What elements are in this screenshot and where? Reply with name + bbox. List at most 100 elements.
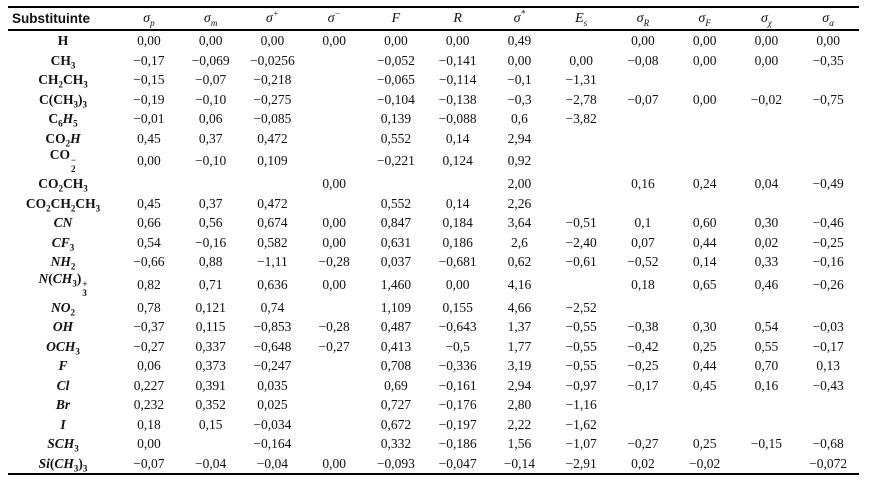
value-cell xyxy=(303,395,365,415)
value-cell: 0,62 xyxy=(507,254,532,269)
value-cell: 0,00 xyxy=(754,52,779,68)
value-cell xyxy=(797,148,859,174)
table-row: Cl 0,227 0,391 0,035 0,69 −0,161 2,94 −0,97 −0,1… xyxy=(8,376,859,396)
value-cell: 0,44 xyxy=(692,234,717,250)
value-cell: 0,727 xyxy=(380,397,412,412)
value-cell: 0,232 xyxy=(133,397,165,412)
substituent-label: Cl xyxy=(56,377,70,393)
value-cell xyxy=(550,194,612,214)
value-cell: −0,02 xyxy=(689,455,721,471)
value-cell xyxy=(612,395,674,415)
value-cell: 0,69 xyxy=(384,377,408,393)
value-cell: 0,332 xyxy=(380,436,412,451)
value-cell: 4,66 xyxy=(507,299,532,315)
value-cell: −0,07 xyxy=(195,72,227,87)
substituent-label: CN xyxy=(53,215,73,230)
value-cell: 0,65 xyxy=(692,276,717,292)
value-cell: 0,391 xyxy=(195,377,226,393)
substituent-label: I xyxy=(60,416,66,432)
value-cell xyxy=(303,415,365,435)
value-cell: −0,01 xyxy=(133,111,165,126)
value-cell: 0,30 xyxy=(754,215,779,230)
value-cell: −0,0256 xyxy=(250,52,295,68)
col-header-R: R xyxy=(426,7,489,31)
value-cell: −0,52 xyxy=(627,254,659,269)
value-cell: 0,54 xyxy=(754,319,779,334)
value-cell: 2,26 xyxy=(507,195,532,211)
substituent-label: Br xyxy=(55,397,71,412)
value-cell: 0,06 xyxy=(198,111,223,126)
value-cell xyxy=(736,129,798,149)
value-cell xyxy=(303,434,365,454)
value-cell: 0,02 xyxy=(754,234,779,250)
value-cell: −1,31 xyxy=(565,72,597,87)
value-cell: −0,221 xyxy=(376,153,415,169)
col-header-sigma-alpha: σα xyxy=(797,7,859,31)
value-cell: −2,91 xyxy=(565,455,597,471)
table-row: CO −2 0,00 −0,10 0,109 −0,221 0,124 0,92 xyxy=(8,148,859,174)
substituent-label: C(CH3)3 xyxy=(39,91,87,110)
value-cell: 0,00 xyxy=(569,52,593,68)
value-cell xyxy=(797,395,859,415)
value-cell: −0,28 xyxy=(318,319,350,334)
value-cell xyxy=(612,298,674,318)
value-cell: 0,74 xyxy=(260,299,285,315)
value-cell xyxy=(674,109,736,129)
value-cell: 0,00 xyxy=(322,276,346,292)
value-cell: 0,82 xyxy=(137,276,161,292)
value-cell: 0,54 xyxy=(137,234,161,250)
value-cell: 0,92 xyxy=(507,153,532,169)
value-cell: −0,55 xyxy=(565,358,597,373)
value-cell: 2,94 xyxy=(507,377,532,393)
substituent-label: NO2 xyxy=(51,299,75,318)
value-cell: −0,61 xyxy=(565,254,597,269)
value-cell: 0,07 xyxy=(631,234,655,250)
value-cell: 0,708 xyxy=(380,358,412,373)
value-cell: −0,07 xyxy=(133,455,165,471)
value-cell: −0,37 xyxy=(133,319,165,334)
value-cell: −0,085 xyxy=(253,111,292,126)
col-header-sigma-m: σm xyxy=(179,7,242,31)
value-cell xyxy=(797,194,859,214)
value-cell: 1,56 xyxy=(507,436,532,451)
substituent-label: CO −2 xyxy=(49,147,77,174)
value-cell: 0,352 xyxy=(195,397,226,412)
value-cell xyxy=(612,109,674,129)
value-cell: −1,07 xyxy=(565,436,597,451)
table-row: CO2H 0,45 0,37 0,472 0,552 0,14 2,94 xyxy=(8,129,859,149)
value-cell: 0,109 xyxy=(257,153,288,169)
table-row: SCH3 0,00 −0,164 0,332 −0,186 1,56 −1,07 −0,27 0… xyxy=(8,434,859,454)
table-row: CH3 −0,17 −0,069 −0,0256 −0,052 −0,141 0,00 0,0… xyxy=(8,51,859,71)
value-cell: 0,49 xyxy=(507,33,532,48)
value-cell xyxy=(612,415,674,435)
value-cell: 0,487 xyxy=(380,319,412,334)
value-cell: −0,072 xyxy=(809,455,848,471)
value-cell: 0,672 xyxy=(380,416,412,432)
value-cell xyxy=(550,272,612,298)
value-cell: −0,43 xyxy=(812,377,844,393)
value-cell xyxy=(736,454,798,475)
value-cell: 2,94 xyxy=(507,130,532,146)
value-cell: −0,047 xyxy=(438,455,477,471)
value-cell: −0,275 xyxy=(253,91,292,107)
value-cell: 0,227 xyxy=(133,377,165,393)
value-cell xyxy=(612,70,674,90)
value-cell: −1,11 xyxy=(257,254,288,269)
value-cell: −0,17 xyxy=(133,52,165,68)
value-cell: 2,00 xyxy=(507,176,532,191)
value-cell: 1,460 xyxy=(380,276,412,292)
value-cell: −0,46 xyxy=(812,215,844,230)
value-cell xyxy=(427,174,489,194)
value-cell: −0,14 xyxy=(503,455,535,471)
value-cell xyxy=(550,174,612,194)
value-cell xyxy=(736,70,798,90)
value-cell: 0,15 xyxy=(198,416,223,432)
col-header-substituent: Substituinte xyxy=(8,7,118,31)
value-cell: −0,66 xyxy=(133,254,165,269)
value-cell: −2,52 xyxy=(565,299,597,315)
value-cell: −0,25 xyxy=(812,234,844,250)
value-cell xyxy=(303,298,365,318)
value-cell xyxy=(550,30,612,51)
